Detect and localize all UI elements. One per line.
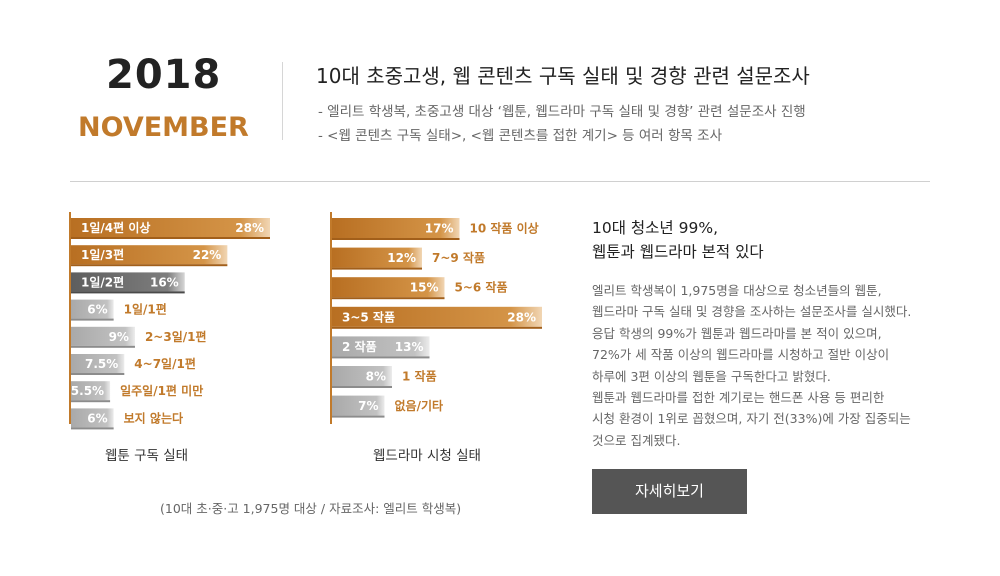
category-label: 2 작품: [342, 339, 377, 354]
summary-heading-line: 웹툰과 웹드라마 본적 있다: [592, 243, 764, 261]
view-details-button[interactable]: 자세히보기: [592, 469, 747, 514]
value-label: 15%: [410, 281, 439, 295]
value-label: 28%: [507, 310, 536, 324]
summary-heading-line: 10대 청소년 99%,: [592, 219, 718, 237]
category-label: 1일/2편: [81, 274, 124, 289]
summary-body: 엘리트 학생복이 1,975명을 대상으로 청소년들의 웹툰, 웹드라마 구독 …: [592, 280, 952, 451]
value-label: 6%: [87, 303, 107, 317]
bar: [332, 336, 430, 357]
value-label: 22%: [193, 248, 222, 262]
value-label: 6%: [87, 411, 107, 425]
value-label: 12%: [387, 251, 416, 265]
category-label: 7~9 작품: [432, 250, 485, 265]
bar-shadow: [332, 238, 460, 240]
category-label: 보지 않는다: [124, 410, 183, 425]
bar: [332, 218, 460, 238]
bar: [332, 395, 385, 416]
bar: [71, 326, 135, 346]
category-label: 2~3일/1편: [145, 329, 207, 344]
summary-line: 웹툰과 웹드라마를 접한 계기로는 핸드폰 사용 등 편리한: [592, 390, 885, 406]
chart-title-webtoon: 웹툰 구독 실태: [105, 448, 189, 464]
value-label: 17%: [425, 222, 454, 236]
summary-heading: 10대 청소년 99%, 웹툰과 웹드라마 본적 있다: [592, 216, 764, 264]
bar-shadow: [71, 345, 135, 348]
bar: [332, 277, 445, 298]
value-label: 28%: [235, 221, 264, 235]
bar-shadow: [71, 264, 228, 267]
header-divider: [282, 62, 283, 140]
value-label: 13%: [395, 340, 424, 354]
month: NOVEMBER: [78, 112, 249, 143]
summary-line: 웹드라마 구독 실태 및 경향을 조사하는 설문조사를 실시했다.: [592, 304, 912, 320]
category-label: 없음/기타: [395, 398, 444, 413]
header-bullet: - 엘리트 학생복, 초중고생 대상 ‘웹툰, 웹드라마 구독 실태 및 경향’…: [318, 104, 806, 120]
summary-line: 응답 학생의 99%가 웹툰과 웹드라마를 본 적이 있으며,: [592, 325, 882, 341]
bar-shadow: [332, 356, 430, 359]
summary-line: 72%가 세 작품 이상의 웹드라마를 시청하고 절반 이상이: [592, 347, 890, 363]
category-label: 5~6 작품: [455, 280, 508, 295]
page-title: 10대 초중고생, 웹 콘텐츠 구독 실태 및 경향 관련 설문조사: [316, 64, 810, 88]
summary-line: 엘리트 학생복이 1,975명을 대상으로 청소년들의 웹툰,: [592, 283, 882, 298]
bar-shadow: [71, 291, 185, 294]
summary-line: 하루에 3편 이상의 웹툰을 구독한다고 밝혔다.: [592, 368, 831, 384]
bar-shadow: [71, 400, 111, 403]
bar: [71, 299, 114, 319]
bar: [332, 247, 422, 268]
bar-shadow: [332, 415, 385, 418]
category-label: 1일/1편: [124, 302, 167, 317]
bar-shadow: [332, 326, 542, 329]
source-note: (10대 초·중·고 1,975명 대상 / 자료조사: 엘리트 학생복): [160, 501, 462, 516]
value-label: 5.5%: [71, 384, 104, 398]
section-divider: [70, 181, 930, 182]
category-label: 4~7일/1편: [134, 356, 196, 371]
summary-line: 것으로 집계됐다.: [592, 432, 681, 448]
chart-title-webdrama: 웹드라마 시청 실태: [373, 448, 481, 464]
category-label: 10 작품 이상: [470, 221, 539, 236]
bar: [71, 381, 111, 401]
value-label: 9%: [109, 330, 129, 344]
category-label: 1일/3편: [81, 247, 124, 262]
value-label: 7%: [358, 399, 378, 413]
bar: [332, 306, 542, 327]
bar-shadow: [71, 318, 114, 321]
header-bullet: - <웹 콘텐츠 구독 실태>, <웹 콘텐츠를 접한 계기> 등 여러 항목 …: [318, 128, 722, 144]
bar: [332, 366, 392, 386]
bar-shadow: [71, 427, 114, 430]
bar: [71, 245, 228, 265]
bar: [71, 354, 125, 373]
bar-shadow: [71, 373, 125, 375]
value-label: 7.5%: [85, 357, 118, 371]
category-label: 1 작품: [402, 369, 437, 384]
bar: [71, 272, 185, 292]
summary-line: 시청 환경이 1위로 꼽혔으며, 자기 전(33%)에 가장 집중되는: [592, 411, 911, 427]
bar: [71, 218, 270, 237]
bar-shadow: [332, 267, 422, 270]
bar: [71, 408, 114, 428]
category-label: 3~5 작품: [342, 309, 395, 324]
bar-shadow: [332, 386, 392, 388]
year: 2018: [106, 52, 222, 98]
value-label: 8%: [366, 370, 386, 384]
category-label: 1일/4편 이상: [81, 220, 150, 235]
value-label: 16%: [150, 275, 179, 289]
bar-shadow: [71, 237, 270, 239]
bar-shadow: [332, 297, 445, 300]
category-label: 일주일/1편 미만: [120, 383, 203, 398]
